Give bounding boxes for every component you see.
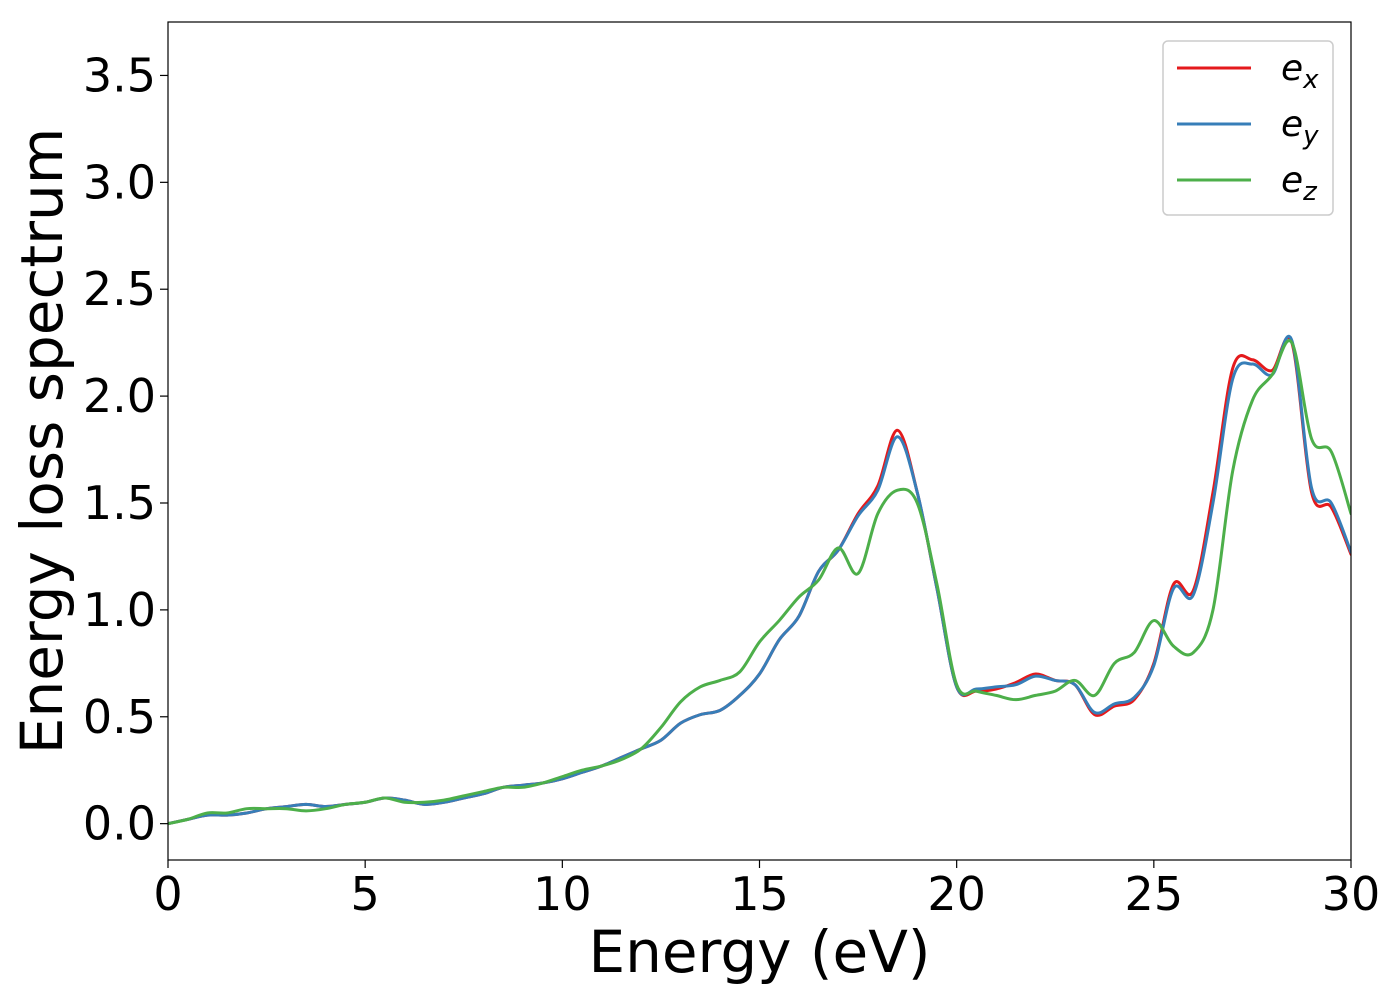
y-axis-title: Energy loss spectrum (8, 128, 76, 754)
legend-box (1162, 40, 1334, 216)
x-tick-label: 0 (153, 867, 182, 921)
x-tick-label: 30 (1322, 867, 1381, 921)
x-tick-label: 20 (927, 867, 986, 921)
y-tick-label: 0.0 (83, 797, 156, 851)
legend-label-base: e (1281, 104, 1303, 145)
y-tick-label: 2.0 (83, 369, 156, 423)
y-tick-label: 3.0 (83, 155, 156, 209)
x-tick-label: 10 (533, 867, 592, 921)
legend-label-subscript: x (1302, 65, 1319, 95)
legend-label-x: ex (1281, 48, 1319, 95)
y-tick-label: 3.5 (83, 48, 156, 102)
x-axis-ticks: 0 5 10 15 20 25 30 (153, 860, 1380, 921)
x-axis-title: Energy (eV) (588, 918, 930, 986)
y-tick-label: 2.5 (83, 262, 156, 316)
y-tick-label: 0.5 (83, 690, 156, 744)
series-line-z (168, 339, 1351, 826)
legend-label-subscript: y (1302, 121, 1319, 151)
legend-label-y: ey (1281, 104, 1319, 151)
x-tick-label: 25 (1125, 867, 1184, 921)
y-tick-label: 1.0 (83, 583, 156, 637)
legend-label-z: ez (1281, 160, 1318, 207)
y-tick-label: 1.5 (83, 476, 156, 530)
y-axis-ticks: 0.0 0.5 1.0 1.5 2.0 2.5 3.0 3.5 (83, 48, 168, 851)
x-tick-label: 15 (730, 867, 789, 921)
legend-label-subscript: z (1302, 177, 1318, 207)
x-tick-label: 5 (351, 867, 380, 921)
legend-label-base: e (1281, 48, 1303, 89)
legend-label-base: e (1281, 160, 1303, 201)
series-layer (168, 335, 1351, 826)
